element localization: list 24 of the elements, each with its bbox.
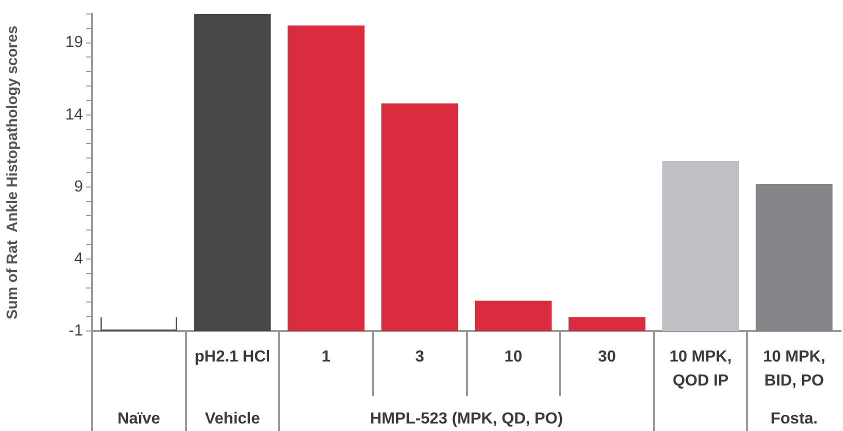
bar xyxy=(568,317,646,331)
bar xyxy=(662,160,739,331)
x-tick-label: 30 xyxy=(598,348,616,366)
bar xyxy=(381,103,458,331)
y-tick-label: 9 xyxy=(74,178,84,196)
text: Fosta. xyxy=(770,410,818,428)
y-tick-label: -1 xyxy=(68,322,84,340)
bar xyxy=(756,184,833,331)
bar xyxy=(194,14,271,331)
x-tick-label: 10 MPK, QOD IP xyxy=(669,348,732,390)
x-tick-label: 1 xyxy=(322,348,331,366)
y-tick-label: 14 xyxy=(65,106,84,124)
x-tick-label: 3 xyxy=(415,348,424,366)
text: Vehicle xyxy=(204,410,260,428)
bar xyxy=(474,300,552,331)
y-axis-title: Sum of Rat Ankle Histopathology scores xyxy=(4,26,22,320)
bar xyxy=(288,26,364,331)
x-tick-label: 10 xyxy=(504,348,522,366)
text: HMPL-523 (MPK, QD, PO) xyxy=(370,410,563,428)
text: Naïve xyxy=(117,410,160,428)
x-tick-label: pH2.1 HCl xyxy=(194,348,270,366)
x-tick-label: 10 MPK, BID, PO xyxy=(763,348,826,390)
y-tick-label: 4 xyxy=(74,250,84,268)
y-tick-label: 19 xyxy=(65,34,84,52)
